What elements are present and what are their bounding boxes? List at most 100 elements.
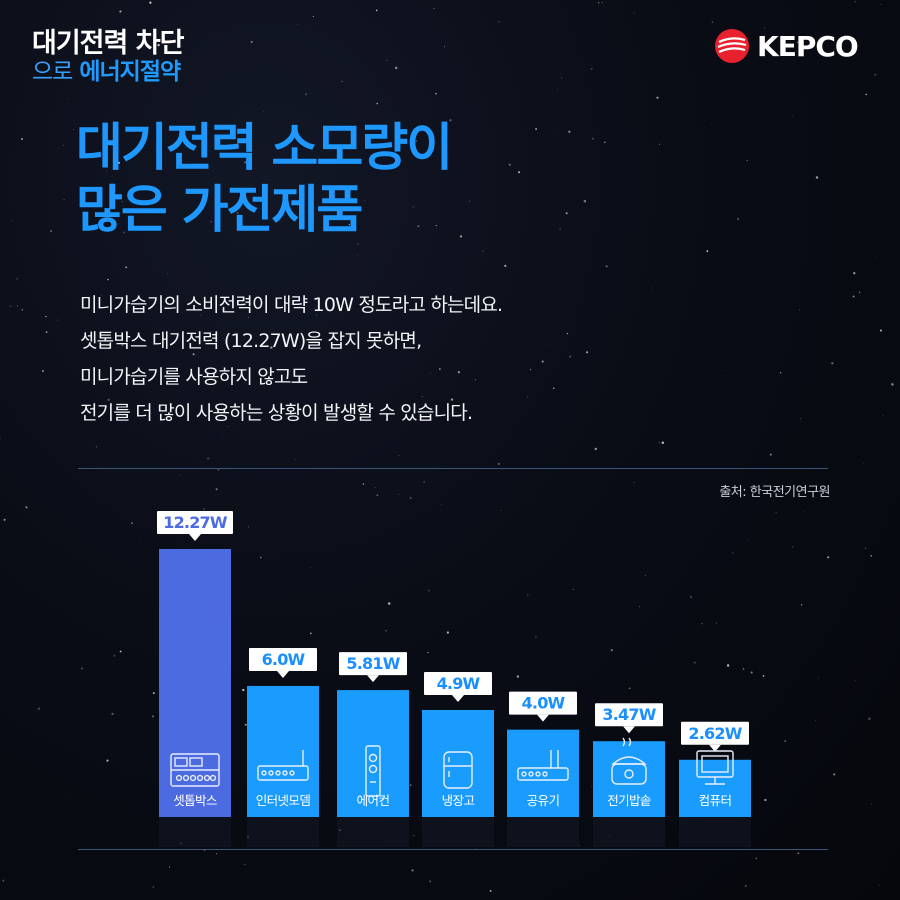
star <box>831 362 834 365</box>
star <box>541 360 544 363</box>
star <box>706 250 709 253</box>
star <box>775 512 777 514</box>
star <box>559 228 561 230</box>
star <box>151 33 153 35</box>
star <box>762 675 765 677</box>
value-label: 2.62W <box>688 724 742 743</box>
star <box>658 442 660 444</box>
star <box>516 675 520 678</box>
star <box>242 688 245 692</box>
star <box>491 296 493 298</box>
star <box>569 355 572 358</box>
star <box>644 574 646 576</box>
star <box>498 21 500 23</box>
star <box>874 256 876 258</box>
star <box>827 556 830 559</box>
star <box>139 537 141 539</box>
star <box>323 225 325 227</box>
value-label-box <box>509 691 577 715</box>
description-line: 셋톱박스 대기전력 (12.27W)을 잡지 못하면, <box>80 330 422 352</box>
bar-shadow <box>422 817 494 847</box>
star <box>527 594 529 596</box>
value-label-pointer <box>709 744 721 752</box>
star <box>348 224 350 226</box>
star <box>294 458 296 460</box>
star <box>192 353 195 356</box>
star <box>417 225 420 228</box>
star <box>796 41 799 44</box>
star <box>21 308 24 311</box>
star <box>444 46 446 48</box>
star <box>107 278 109 281</box>
star <box>423 481 426 483</box>
category-label: 셋톱박스 <box>173 793 217 808</box>
value-label-pointer <box>367 675 379 683</box>
star <box>435 92 437 95</box>
star <box>310 567 311 568</box>
star <box>131 522 133 524</box>
star <box>217 468 220 471</box>
router-icon <box>517 750 569 781</box>
star <box>854 1 856 3</box>
star <box>876 159 878 161</box>
star <box>716 622 717 624</box>
value-label: 4.9W <box>437 674 481 693</box>
star <box>769 453 772 456</box>
star <box>415 140 418 142</box>
rice-cooker-icon <box>611 737 647 785</box>
star <box>701 623 703 625</box>
star <box>215 853 217 855</box>
star <box>63 199 65 201</box>
star <box>309 632 312 635</box>
star <box>316 314 317 316</box>
star <box>815 176 819 179</box>
star <box>633 12 635 14</box>
description-line: 미니가습기의 소비전력이 대략 10W 정도라고 하는데요. <box>80 294 503 316</box>
star <box>652 287 653 289</box>
star <box>755 857 757 860</box>
star <box>497 462 500 465</box>
source-note: 출처: 한국전기연구원 <box>719 485 830 500</box>
brand-line-2: 으로 에너지절약 <box>32 61 183 84</box>
star <box>17 305 19 307</box>
star <box>792 115 794 117</box>
bar-shadow <box>159 817 231 847</box>
star <box>784 740 786 742</box>
star <box>601 2 603 4</box>
star <box>548 345 550 347</box>
value-label-pointer <box>277 670 289 678</box>
star <box>854 680 856 681</box>
star <box>610 648 614 652</box>
star <box>879 329 883 332</box>
star <box>248 526 250 528</box>
star <box>518 171 521 174</box>
star <box>386 60 388 61</box>
star <box>439 368 441 370</box>
star <box>586 351 589 354</box>
star <box>605 265 608 268</box>
star <box>106 759 109 762</box>
bar-shadow <box>247 817 319 847</box>
star <box>149 1 152 4</box>
description: 미니가습기의 소비전력이 대략 10W 정도라고 하는데요. 셋톱박스 대기전력… <box>80 287 503 431</box>
star <box>69 792 70 794</box>
star <box>168 866 171 868</box>
star <box>750 671 753 674</box>
star <box>583 199 587 203</box>
star <box>457 371 460 374</box>
star <box>833 773 836 776</box>
star <box>3 518 6 521</box>
value-label: 6.0W <box>262 650 306 669</box>
star <box>726 664 730 667</box>
star <box>45 315 47 318</box>
star <box>50 230 52 232</box>
star <box>222 434 224 435</box>
star <box>101 294 102 296</box>
value-label-pointer <box>537 714 549 722</box>
star <box>568 130 571 134</box>
star <box>552 387 555 390</box>
star <box>263 110 265 112</box>
bar <box>593 741 665 817</box>
star <box>215 488 218 491</box>
